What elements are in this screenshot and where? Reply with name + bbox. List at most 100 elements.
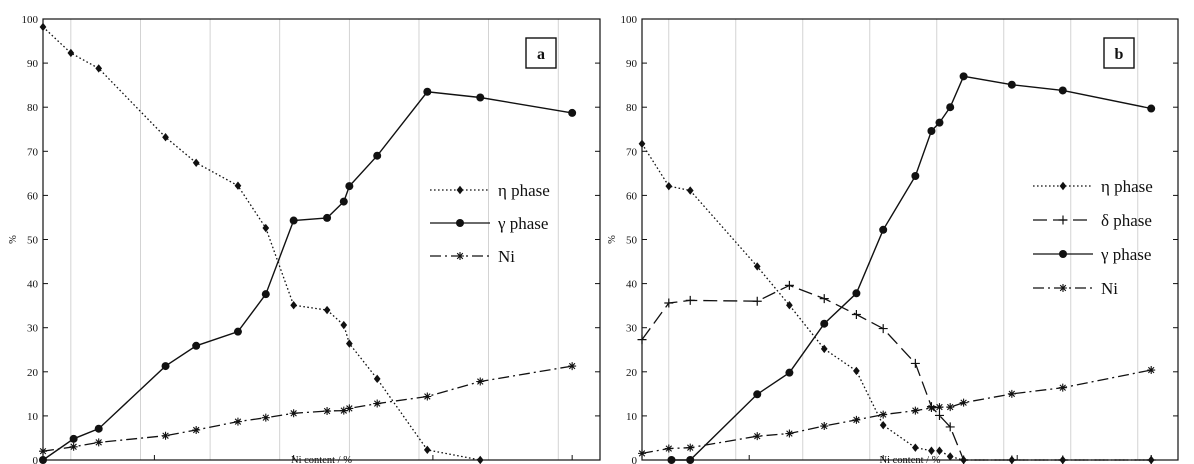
data-point (785, 368, 794, 377)
y-tick-label: 50 (27, 235, 39, 247)
data-point (927, 127, 936, 136)
data-point (233, 417, 242, 426)
y-tick-label: 70 (27, 146, 39, 158)
y-tick-label: 80 (27, 102, 39, 114)
legend-label: γ phase (1100, 245, 1151, 264)
legend: η phase γ phase Ni (430, 181, 550, 266)
data-point (192, 158, 200, 167)
y-tick-label: 50 (626, 235, 638, 247)
data-point (262, 223, 270, 233)
data-point (752, 296, 762, 306)
legend-label: γ phase (497, 214, 548, 233)
data-point (94, 438, 103, 447)
series-line (42, 91, 573, 461)
data-point (935, 118, 944, 127)
data-point (820, 319, 829, 328)
data-point (568, 362, 577, 371)
series-2 (39, 362, 577, 456)
data-point (261, 290, 270, 299)
data-point (345, 404, 354, 413)
data-point (345, 339, 353, 348)
data-point (786, 301, 793, 310)
data-point (664, 298, 674, 308)
legend-label: Ni (498, 247, 515, 266)
series-line (671, 75, 1152, 461)
data-point (289, 216, 298, 225)
data-point (373, 399, 382, 408)
data-point (637, 335, 647, 345)
y-tick-label: 100 (22, 14, 39, 26)
data-point (423, 445, 431, 455)
panel-label-box (525, 37, 557, 69)
data-point (667, 456, 676, 464)
data-point (476, 377, 485, 386)
data-point (1007, 389, 1016, 398)
panel-label: a (537, 46, 545, 63)
y-tick-label: 60 (27, 190, 39, 202)
legend: η phase δ phase γ phase Ni (1033, 177, 1153, 298)
data-point (927, 403, 936, 412)
data-point (753, 390, 762, 399)
data-point (69, 442, 78, 451)
data-point (935, 403, 944, 412)
series-1 (637, 280, 1156, 464)
y-tick-label: 90 (27, 58, 39, 70)
data-point (820, 344, 828, 354)
legend-marker (1059, 284, 1067, 292)
data-point (911, 406, 920, 415)
data-point (852, 289, 861, 298)
chart-panel-b: 01020304050607080901005101520Ni content … (607, 14, 1179, 464)
data-point (928, 446, 935, 455)
data-point (911, 171, 920, 180)
data-point (192, 341, 201, 350)
data-point (261, 413, 270, 422)
x-axis-label: Ni content / % (880, 455, 941, 464)
data-point (665, 181, 673, 191)
data-point (339, 197, 348, 206)
data-point (959, 72, 968, 81)
data-point (39, 456, 47, 464)
series-line (641, 143, 1152, 461)
data-point (784, 280, 794, 290)
y-tick-label: 40 (27, 279, 39, 291)
data-point (161, 431, 170, 440)
y-tick-label: 0 (33, 455, 39, 464)
data-point (94, 424, 103, 433)
data-point (423, 87, 432, 96)
data-point (753, 432, 762, 441)
data-point (1147, 366, 1156, 375)
data-point (192, 426, 201, 435)
series-line (641, 284, 1152, 461)
data-point (340, 320, 348, 330)
legend-marker (1059, 181, 1067, 191)
y-tick-label: 0 (632, 455, 638, 464)
x-axis-label: Ni content / % (291, 455, 352, 464)
y-tick-label: 10 (626, 411, 638, 423)
data-point (476, 93, 485, 102)
y-tick-label: 60 (626, 190, 638, 202)
data-point (339, 406, 348, 415)
data-point (1058, 86, 1067, 95)
data-point (685, 295, 695, 305)
data-point (67, 48, 75, 58)
y-tick-label: 30 (626, 323, 638, 335)
data-point (323, 213, 332, 222)
legend-label: η phase (498, 181, 550, 200)
series-line (42, 26, 481, 461)
plot-frame (641, 18, 1179, 461)
data-point (1147, 104, 1156, 113)
data-point (323, 305, 331, 315)
panel-label-box (1103, 37, 1135, 69)
legend-marker (456, 185, 464, 195)
data-point (878, 324, 888, 334)
series-0 (39, 22, 484, 464)
legend-label: Ni (1101, 279, 1118, 298)
legend-marker (456, 252, 464, 260)
data-point (234, 181, 242, 190)
data-point (936, 446, 943, 455)
data-point (290, 301, 298, 310)
series-0 (638, 139, 1155, 464)
data-point (686, 186, 694, 195)
data-point (373, 151, 382, 160)
data-point (820, 422, 829, 431)
